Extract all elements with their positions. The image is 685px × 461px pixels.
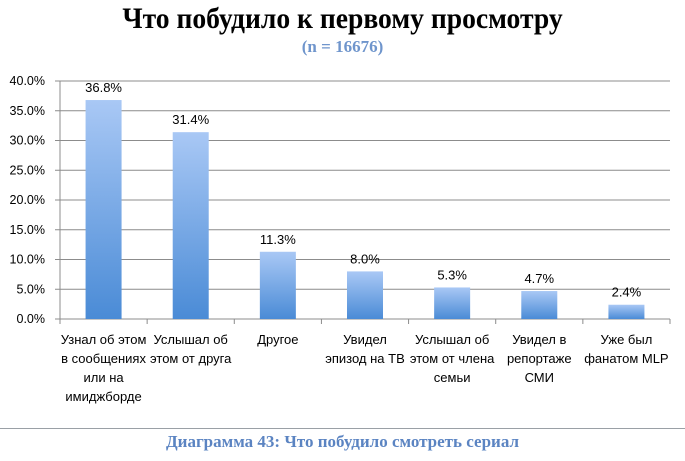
bar bbox=[434, 287, 471, 319]
x-tick-label: Узнал об этом в сообщениях или на имиджб… bbox=[60, 332, 147, 404]
data-label: 5.3% bbox=[437, 267, 467, 282]
figure-caption: Диаграмма 43: Что побудило смотреть сери… bbox=[165, 432, 520, 451]
x-tick-label: Увидел в репортаже СМИ bbox=[506, 332, 572, 385]
y-tick-label: 0.0% bbox=[17, 312, 46, 326]
data-label: 8.0% bbox=[350, 251, 380, 266]
bar bbox=[347, 271, 383, 319]
y-tick-label: 10.0% bbox=[10, 253, 45, 267]
y-tick-label: 35.0% bbox=[10, 104, 45, 118]
y-tick-label: 30.0% bbox=[10, 134, 45, 148]
caption-divider bbox=[0, 428, 685, 429]
chart-subtitle: (n = 16676) bbox=[301, 37, 384, 56]
chart-title: Что побудило к первому просмотру bbox=[122, 2, 563, 35]
bar bbox=[85, 100, 122, 319]
data-label: 2.4% bbox=[612, 285, 642, 300]
bar bbox=[172, 132, 209, 319]
x-tick-label: Увидел эпизод на ТВ bbox=[325, 332, 405, 366]
y-tick-label: 5.0% bbox=[17, 282, 46, 296]
data-label: 36.8% bbox=[85, 80, 122, 95]
y-tick-label: 20.0% bbox=[10, 193, 45, 207]
data-label: 11.3% bbox=[260, 232, 296, 247]
bar bbox=[259, 251, 296, 319]
y-tick-label: 25.0% bbox=[10, 163, 45, 177]
x-tick-label: Уже был фанатом MLP bbox=[584, 332, 669, 366]
x-tick-label: Другое bbox=[257, 332, 299, 347]
x-tick-label: Услышал об этом от члена семьи bbox=[409, 332, 495, 385]
data-label: 4.7% bbox=[524, 271, 554, 286]
y-tick-label: 15.0% bbox=[10, 223, 45, 237]
y-tick-label: 40.0% bbox=[10, 74, 45, 88]
bar bbox=[521, 291, 558, 319]
data-label: 31.4% bbox=[172, 112, 209, 127]
x-tick-label: Услышал об этом от друга bbox=[150, 332, 232, 366]
bar bbox=[608, 304, 645, 319]
